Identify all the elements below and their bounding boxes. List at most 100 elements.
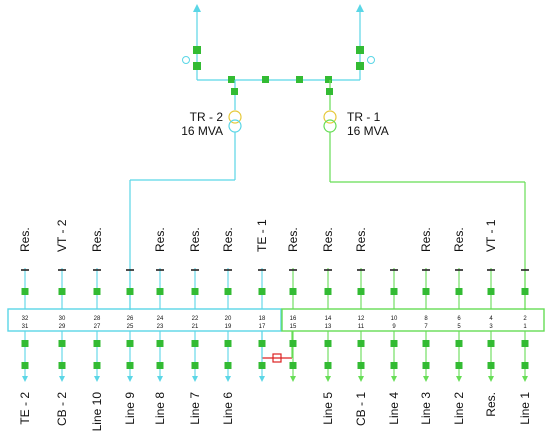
bottom-bay-label: Line 5 xyxy=(321,392,335,425)
bottom-bay[interactable]: 27 xyxy=(93,324,101,382)
arrow-down-icon xyxy=(192,376,198,382)
top-bay[interactable]: 18 xyxy=(258,268,266,322)
ct-icon xyxy=(182,56,190,64)
top-bay-label: Res. xyxy=(321,227,335,252)
bottom-bay[interactable]: 1 xyxy=(521,324,529,382)
top-bay[interactable]: 16 xyxy=(289,268,297,322)
breaker-icon xyxy=(356,62,364,70)
transformer-winding-icon xyxy=(228,119,242,133)
top-bay[interactable]: 14 xyxy=(324,268,332,322)
bay-number: 12 xyxy=(358,316,365,322)
bay-number: 13 xyxy=(325,324,332,330)
arrow-up-icon xyxy=(356,4,364,12)
bay-number: 27 xyxy=(94,324,101,330)
bay-number: 17 xyxy=(259,324,266,330)
bottom-bay[interactable]: 23 xyxy=(156,324,164,382)
top-bay[interactable]: 8 xyxy=(422,268,430,322)
breaker-icon xyxy=(289,362,297,369)
transformer-winding-icon xyxy=(323,119,337,133)
bay-number: 1 xyxy=(523,324,527,330)
top-bay[interactable]: 30 xyxy=(58,268,66,322)
bottom-labels: TE - 2 CB - 2 Line 10 Line 9 Line 8 Line 7 Lin… xyxy=(18,392,532,432)
transformer-winding-icon xyxy=(228,110,242,124)
breaker-icon xyxy=(191,362,199,369)
breaker-icon xyxy=(193,62,201,70)
bay-number: 20 xyxy=(225,316,232,322)
bottom-bay[interactable]: 19 xyxy=(224,324,232,382)
bay-number: 7 xyxy=(424,324,428,330)
bay-number: 11 xyxy=(358,324,365,330)
bottom-bay-label: Line 2 xyxy=(452,392,466,425)
breaker-icon xyxy=(156,362,164,369)
top-bay[interactable]: 12 xyxy=(357,268,365,322)
transformer-name: TR - 2 xyxy=(190,110,224,124)
bay-number: 28 xyxy=(94,316,101,322)
breaker-icon xyxy=(191,340,199,347)
bottom-bay[interactable]: 7 xyxy=(422,324,430,382)
bottom-bay-label: Line 3 xyxy=(419,392,433,425)
top-bay[interactable]: 10 xyxy=(390,268,398,322)
bottom-bay[interactable]: 9 xyxy=(390,324,398,382)
top-bay[interactable]: 2 xyxy=(521,268,529,322)
top-bay-label: TE - 1 xyxy=(255,219,269,252)
top-bay[interactable]: 22 xyxy=(191,268,199,322)
breaker-icon xyxy=(487,288,495,295)
incoming-section xyxy=(182,4,375,110)
bottom-bay-label: CB - 2 xyxy=(55,392,69,426)
breaker-icon xyxy=(325,76,332,83)
breaker-icon xyxy=(326,88,333,95)
bottom-bay[interactable]: 29 xyxy=(58,324,66,382)
busbar-section-2 xyxy=(7,308,282,332)
breaker-icon xyxy=(390,288,398,295)
top-bay-label: Res. xyxy=(452,227,466,252)
transformer-tr1: TR - 1 16 MVA xyxy=(323,110,526,310)
breaker-icon xyxy=(193,46,201,54)
top-bay-label: Res. xyxy=(90,227,104,252)
top-bay[interactable]: 4 xyxy=(487,268,495,322)
bottom-bay[interactable]: 5 xyxy=(455,324,463,382)
top-bay[interactable]: 24 xyxy=(156,268,164,322)
top-bay-label: Res. xyxy=(18,227,32,252)
bottom-bay[interactable]: 13 xyxy=(324,324,332,382)
bottom-bay[interactable]: 15 xyxy=(289,324,297,382)
breaker-icon xyxy=(455,362,463,369)
breaker-icon xyxy=(191,288,199,295)
bay-number: 6 xyxy=(457,316,461,322)
breaker-icon xyxy=(356,46,364,54)
transformer-tr2: TR - 2 16 MVA xyxy=(129,110,242,310)
bottom-bay[interactable]: 17 xyxy=(258,324,266,382)
top-bay[interactable]: 28 xyxy=(93,268,101,322)
arrow-down-icon xyxy=(259,376,265,382)
breaker-icon xyxy=(357,288,365,295)
arrow-down-icon xyxy=(391,376,397,382)
top-bay[interactable]: 6 xyxy=(455,268,463,322)
bottom-bay[interactable]: 21 xyxy=(191,324,199,382)
breaker-icon xyxy=(231,88,238,95)
bottom-bay[interactable]: 31 xyxy=(21,324,29,382)
breaker-icon xyxy=(357,362,365,369)
breaker-icon xyxy=(58,340,66,347)
bay-number: 9 xyxy=(392,324,396,330)
breaker-icon xyxy=(126,340,134,347)
bottom-bay[interactable]: 3 xyxy=(487,324,495,382)
bottom-bay[interactable]: 11 xyxy=(357,324,365,382)
bottom-bay[interactable]: 25 xyxy=(126,324,134,382)
breaker-icon xyxy=(324,288,332,295)
bay-number: 24 xyxy=(157,316,164,322)
breaker-icon xyxy=(422,288,430,295)
top-bay[interactable]: 20 xyxy=(224,268,232,322)
breaker-icon xyxy=(258,288,266,295)
breaker-icon xyxy=(289,340,297,347)
bay-number: 15 xyxy=(290,324,297,330)
breaker-icon xyxy=(156,340,164,347)
top-bay[interactable]: 32 xyxy=(21,268,29,322)
bottom-bay-label: Line 4 xyxy=(387,392,401,425)
breaker-icon xyxy=(58,362,66,369)
bay-number: 5 xyxy=(457,324,461,330)
bottom-bay-label: CB - 1 xyxy=(354,392,368,426)
bay-number: 19 xyxy=(225,324,232,330)
top-bay[interactable]: 26 xyxy=(126,268,134,322)
bay-number: 3 xyxy=(489,324,493,330)
bay-number: 14 xyxy=(325,316,332,322)
breaker-icon xyxy=(455,288,463,295)
